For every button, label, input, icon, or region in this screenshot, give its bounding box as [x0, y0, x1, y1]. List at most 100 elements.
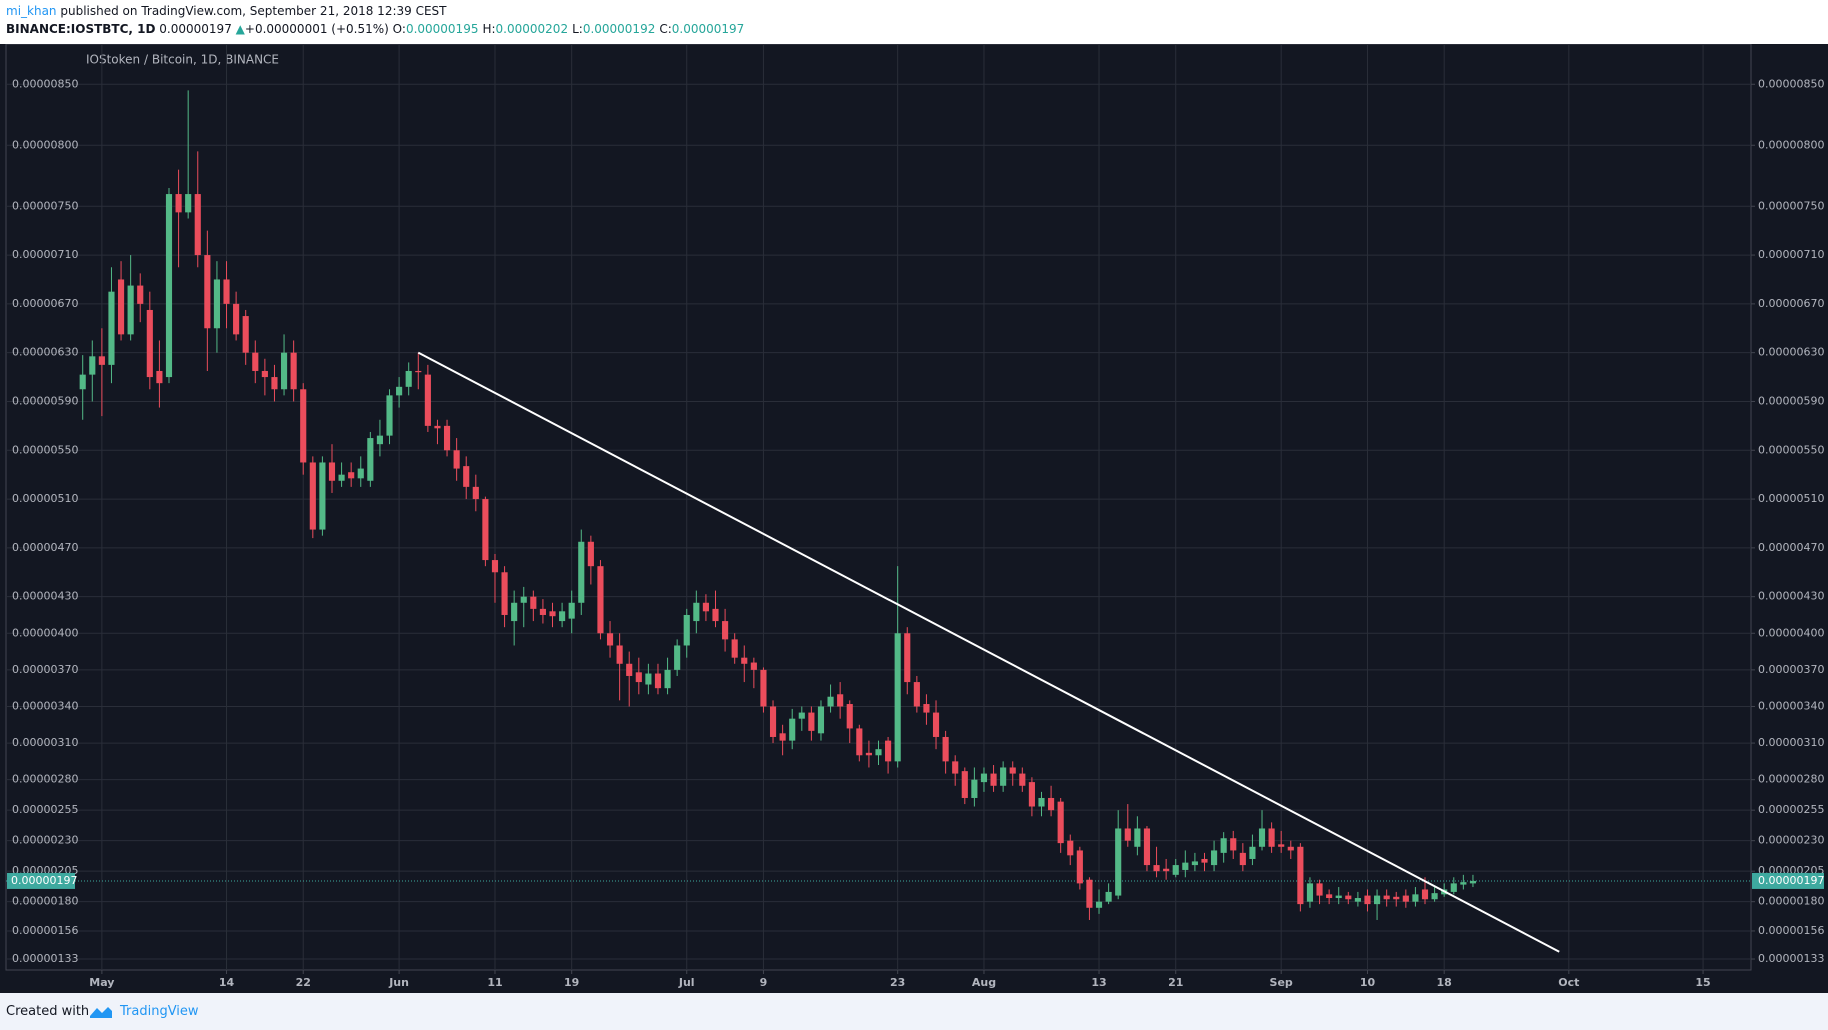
plot-area — [5, 44, 1752, 971]
y2-tick-label: 0.00000310 — [1758, 736, 1824, 749]
candle-body — [1450, 883, 1457, 892]
candle-body — [204, 255, 211, 329]
y2-tick-label: 0.00000180 — [1758, 895, 1824, 908]
candle-body — [1278, 844, 1285, 847]
candle-body — [117, 279, 125, 335]
candle-body — [338, 474, 345, 481]
candle-body — [549, 611, 556, 617]
candle-body — [127, 285, 134, 335]
candle-body — [741, 657, 748, 664]
candle-body — [865, 752, 872, 756]
logo-shape — [90, 1007, 112, 1018]
y2-tick-label: 0.00000470 — [1758, 541, 1824, 554]
y-tick-label: 0.00000510 — [12, 492, 78, 505]
x-tick-label: May — [89, 976, 114, 989]
candle-body — [971, 779, 978, 798]
chart: IOStoken / Bitcoin, 1D, BINANCE 0.000008… — [0, 44, 1828, 993]
y2-tick-label: 0.00000280 — [1758, 773, 1824, 786]
x-tick-label: Aug — [972, 976, 996, 989]
y-tick-label: 0.00000340 — [12, 699, 78, 712]
ohlc-value: 0.00000197 — [671, 22, 745, 36]
candle-body — [597, 566, 604, 634]
candle-body — [731, 639, 738, 658]
candle-body — [405, 370, 412, 387]
candle-body — [1172, 865, 1179, 875]
candle-body — [396, 386, 403, 396]
candle-body — [89, 356, 96, 375]
candle-body — [654, 673, 662, 689]
candle-body — [980, 773, 988, 783]
ohlc-label: O: — [392, 22, 406, 36]
candle-body — [1191, 861, 1198, 866]
candle-body — [79, 374, 86, 390]
y2-tick-label: 0.00000370 — [1758, 663, 1824, 676]
y-tick-label: 0.00000630 — [12, 346, 78, 359]
candle-body — [443, 425, 451, 451]
candle-body — [1374, 895, 1381, 905]
candle-body — [463, 466, 470, 487]
candle-body — [367, 438, 374, 481]
candle-body — [376, 435, 383, 445]
candle-body — [693, 602, 700, 622]
candle-body — [961, 771, 968, 798]
arrow: ▲ — [235, 22, 245, 36]
candle-body — [1076, 850, 1083, 884]
candle-body — [491, 560, 499, 573]
y-tick-label: 0.00000133 — [12, 952, 78, 965]
candle-body — [194, 194, 201, 256]
candle-body — [1163, 868, 1170, 872]
candle-body — [1412, 894, 1419, 902]
candle-body — [1105, 891, 1112, 902]
candle-body — [1115, 828, 1122, 896]
candle-body — [386, 395, 393, 436]
candle-body — [1182, 862, 1189, 870]
candle-body — [578, 541, 585, 603]
candle-body — [501, 572, 508, 615]
footer-brand[interactable]: TradingView — [120, 1004, 199, 1019]
candle-body — [223, 279, 230, 304]
candle-body — [1316, 883, 1323, 896]
candle-body — [702, 602, 709, 612]
candle-body — [242, 316, 249, 353]
candle-body — [1354, 898, 1361, 902]
trendline — [417, 351, 1560, 953]
candle-body — [856, 728, 863, 756]
candle-body — [779, 733, 786, 741]
candle-body — [252, 352, 259, 371]
y-tick-label: 0.00000280 — [12, 773, 78, 786]
candle-body — [146, 309, 153, 378]
candle-body — [156, 370, 163, 384]
candle-body — [309, 462, 316, 530]
candle-body — [434, 425, 441, 429]
candle-body — [846, 704, 853, 729]
ohlc-label: L: — [572, 22, 583, 36]
y2-tick-label: 0.00000230 — [1758, 834, 1824, 847]
candle-body — [185, 194, 192, 213]
candle-body — [328, 462, 336, 481]
footer-text: Created with — [6, 1004, 90, 1019]
candle-body — [674, 645, 681, 670]
y-tick-label: 0.00000230 — [12, 834, 78, 847]
y2-tick-label: 0.00000430 — [1758, 590, 1824, 603]
candle-body — [1431, 893, 1438, 900]
candle-body — [559, 611, 566, 622]
x-tick-label: 21 — [1168, 976, 1183, 989]
candle-body — [319, 462, 326, 530]
x-tick-label: 15 — [1695, 976, 1710, 989]
candle-body — [769, 706, 777, 737]
candle-body — [1095, 901, 1103, 908]
y-tick-label: 0.00000850 — [12, 77, 78, 90]
candle-body — [904, 633, 911, 683]
y2-tick-label: 0.00000510 — [1758, 492, 1824, 505]
candle-body — [1297, 846, 1304, 905]
candle-body — [1460, 882, 1467, 885]
price: 0.00000197 — [159, 22, 232, 36]
author[interactable]: mi_khan — [6, 4, 57, 18]
candle-body — [1393, 896, 1400, 900]
candle-body — [1211, 850, 1218, 866]
last-price-box — [1752, 872, 1824, 889]
candle-body — [798, 712, 805, 719]
header: mi_khan published on TradingView.com, Se… — [0, 0, 1828, 44]
y2-tick-label: 0.00000590 — [1758, 394, 1824, 407]
